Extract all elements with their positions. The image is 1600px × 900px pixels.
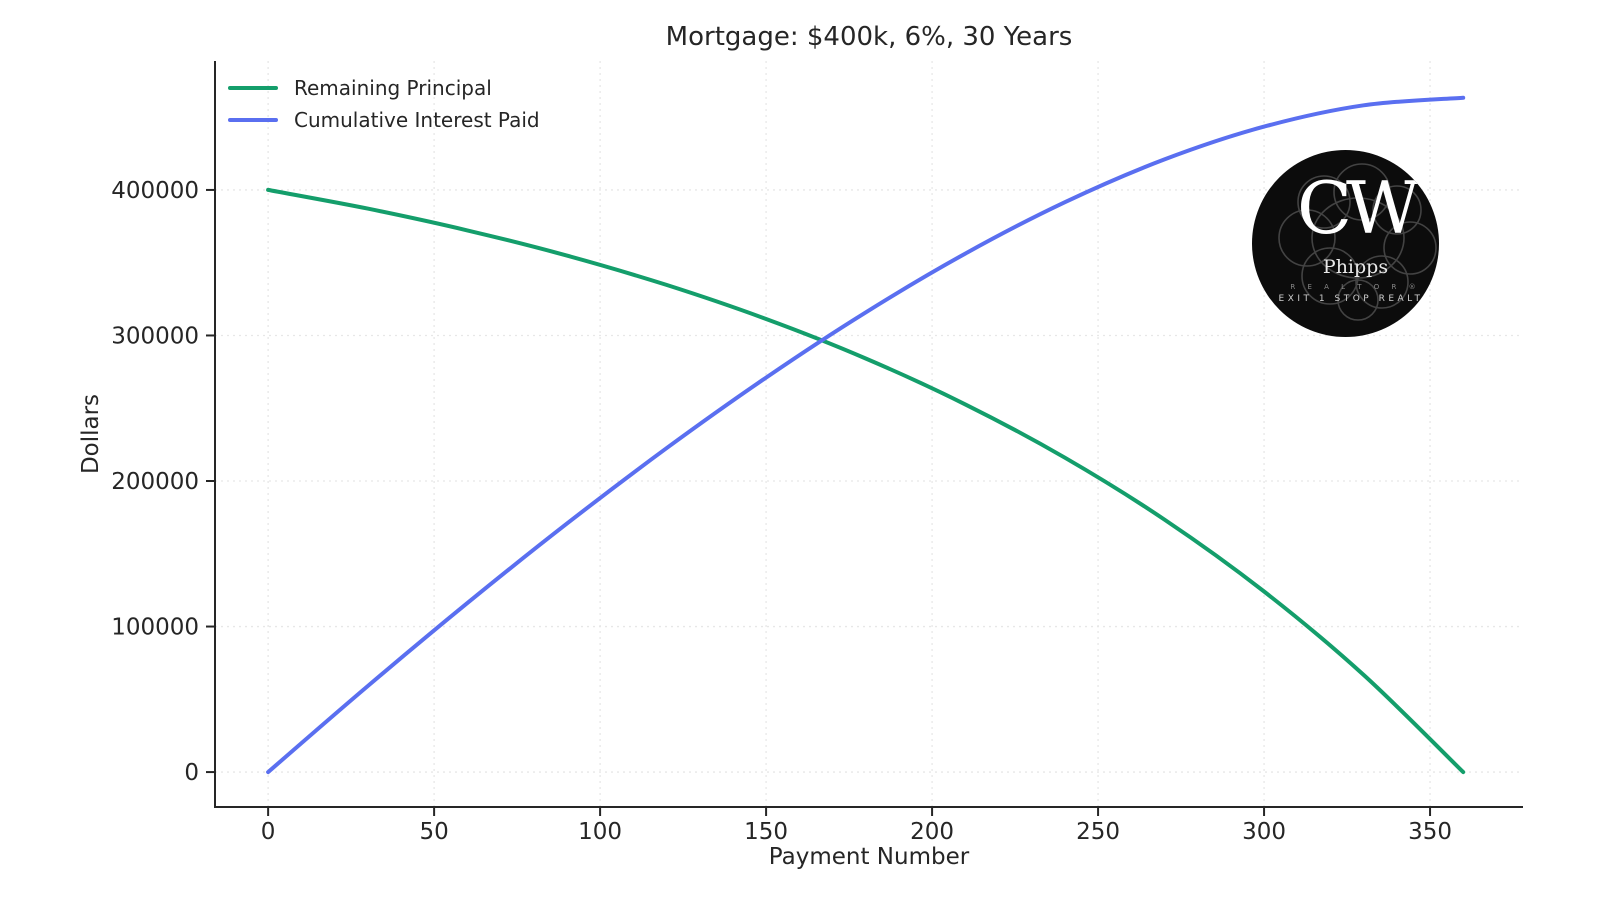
remaining-principal-line — [266, 187, 1466, 775]
y-tick-label: 400000 — [111, 178, 199, 204]
legend-label-interest: Cumulative Interest Paid — [294, 108, 540, 132]
y-axis-label: Dollars — [78, 393, 104, 475]
x-tick-label: 350 — [1408, 819, 1452, 845]
interest-line-swatch — [228, 118, 278, 122]
legend-item-interest: Cumulative Interest Paid — [228, 107, 540, 133]
x-tick-label: 300 — [1242, 819, 1286, 845]
x-tick-label: 100 — [578, 819, 622, 845]
x-tick-label: 150 — [744, 819, 788, 845]
principal-line-swatch — [228, 86, 278, 90]
y-tick-label: 0 — [184, 760, 199, 786]
legend-label-principal: Remaining Principal — [294, 76, 492, 100]
x-tick-label: 50 — [419, 819, 448, 845]
chart-legend: Remaining Principal Cumulative Interest … — [228, 75, 540, 139]
x-tick-label: 0 — [261, 819, 276, 845]
logo-text-block: CW Phipps R E A L T O R ® EXIT 1 STOP RE… — [1262, 150, 1439, 337]
x-axis-label: Payment Number — [768, 844, 970, 870]
logo-realtor-line: R E A L T O R ® — [1290, 283, 1421, 291]
y-tick-label: 300000 — [111, 323, 199, 349]
ornamental-flourish-icon — [1278, 163, 1437, 321]
y-tick-label: 200000 — [111, 469, 199, 495]
x-tick-label: 250 — [1076, 819, 1120, 845]
logo-monogram: CW — [1296, 166, 1420, 250]
y-tick-label: 100000 — [111, 615, 199, 641]
logo-name: Phipps — [1322, 256, 1389, 278]
brand-logo: CW Phipps R E A L T O R ® EXIT 1 STOP RE… — [1252, 150, 1439, 337]
legend-item-principal: Remaining Principal — [228, 75, 540, 101]
x-tick-label: 200 — [910, 819, 954, 845]
chart-title: Mortgage: $400k, 6%, 30 Years — [665, 22, 1073, 52]
logo-brokerage-line: EXIT 1 STOP REALTY — [1278, 294, 1433, 304]
cumulative-interest-line — [266, 95, 1466, 775]
